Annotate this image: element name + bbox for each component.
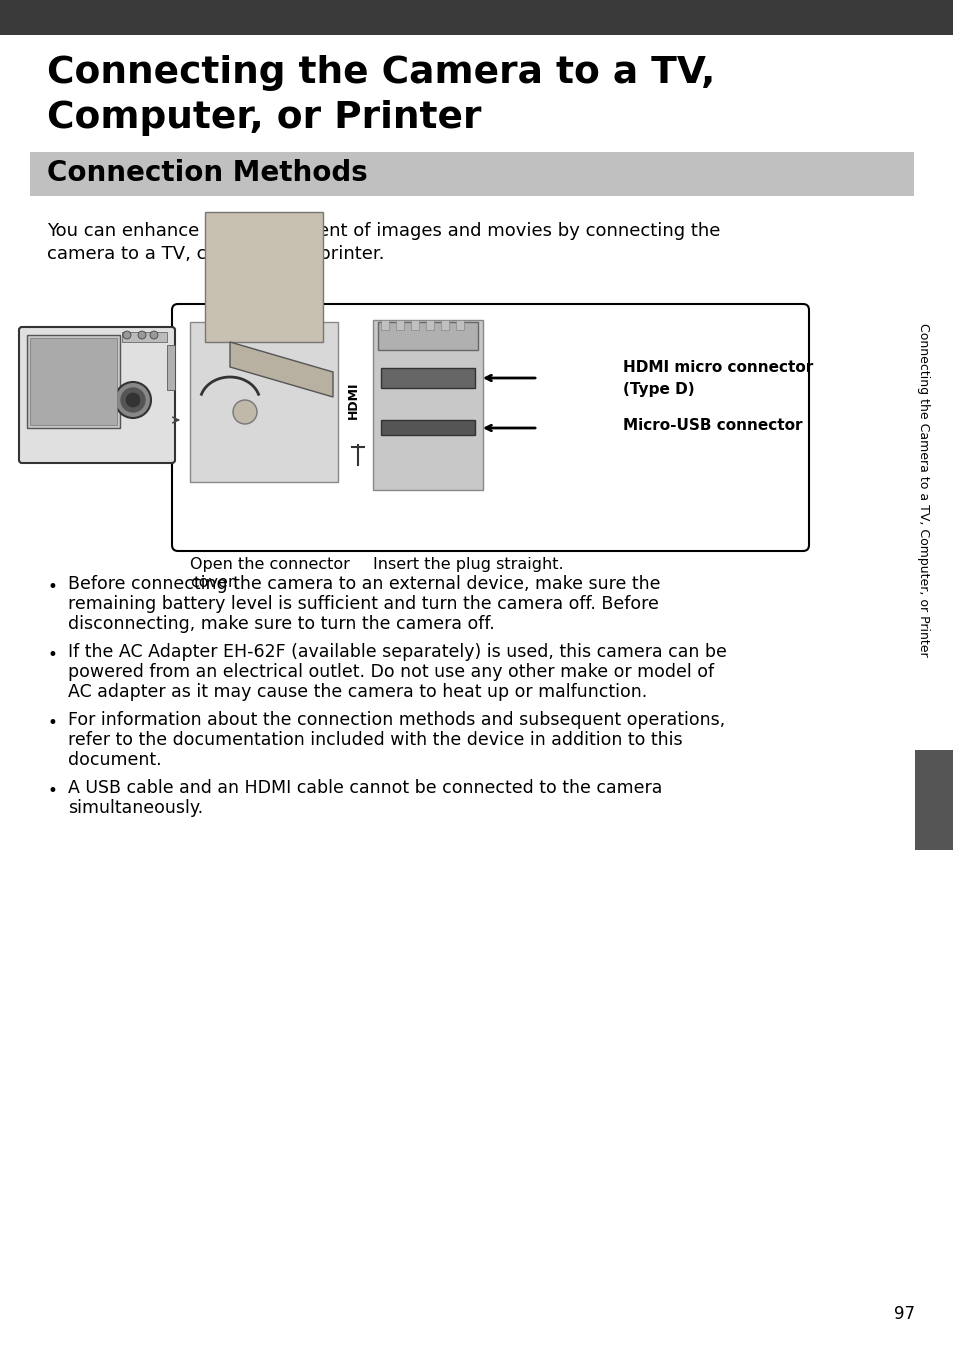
- Text: You can enhance your enjoyment of images and movies by connecting the: You can enhance your enjoyment of images…: [47, 222, 720, 239]
- Text: Connecting the Camera to a TV,: Connecting the Camera to a TV,: [47, 55, 715, 91]
- FancyBboxPatch shape: [19, 327, 174, 463]
- Bar: [395, 320, 403, 330]
- Bar: [380, 420, 475, 434]
- Text: Connecting the Camera to a TV, Computer, or Printer: Connecting the Camera to a TV, Computer,…: [917, 323, 929, 656]
- Text: powered from an electrical outlet. Do not use any other make or model of: powered from an electrical outlet. Do no…: [68, 663, 714, 681]
- Text: Open the connector: Open the connector: [190, 557, 350, 572]
- Bar: [914, 751, 953, 850]
- Text: camera to a TV, computer, or printer.: camera to a TV, computer, or printer.: [47, 245, 384, 264]
- FancyBboxPatch shape: [172, 304, 808, 551]
- Bar: [205, 213, 323, 342]
- Bar: [440, 320, 449, 330]
- Circle shape: [126, 393, 140, 408]
- Text: refer to the documentation included with the device in addition to this: refer to the documentation included with…: [68, 730, 682, 749]
- Circle shape: [138, 331, 146, 339]
- Text: •: •: [48, 781, 58, 800]
- Text: document.: document.: [68, 751, 161, 769]
- Text: •: •: [48, 578, 58, 596]
- Bar: [377, 321, 477, 350]
- Bar: [30, 338, 117, 425]
- Circle shape: [121, 387, 145, 412]
- Circle shape: [233, 399, 256, 424]
- Bar: [456, 320, 463, 330]
- Text: HDMI: HDMI: [346, 381, 359, 418]
- Text: AC adapter as it may cause the camera to heat up or malfunction.: AC adapter as it may cause the camera to…: [68, 683, 646, 701]
- Bar: [0, 0, 953, 35]
- Text: Connection Methods: Connection Methods: [47, 159, 367, 187]
- Bar: [167, 346, 174, 390]
- Polygon shape: [230, 342, 333, 397]
- Bar: [122, 332, 167, 342]
- Bar: [380, 320, 389, 330]
- Text: Micro-USB connector: Micro-USB connector: [622, 418, 801, 433]
- Text: disconnecting, make sure to turn the camera off.: disconnecting, make sure to turn the cam…: [68, 615, 495, 633]
- Circle shape: [150, 331, 158, 339]
- Bar: [373, 320, 482, 490]
- Text: 97: 97: [894, 1305, 915, 1323]
- Text: •: •: [48, 646, 58, 664]
- Text: cover.: cover.: [190, 576, 238, 590]
- Bar: [190, 321, 337, 482]
- Bar: [411, 320, 418, 330]
- Text: Insert the plug straight.: Insert the plug straight.: [373, 557, 563, 572]
- Text: If the AC Adapter EH-62F (available separately) is used, this camera can be: If the AC Adapter EH-62F (available sepa…: [68, 643, 726, 660]
- Bar: [829, 0, 953, 1345]
- Bar: [30, 152, 913, 196]
- Text: HDMI micro connector: HDMI micro connector: [622, 360, 812, 375]
- Text: A USB cable and an HDMI cable cannot be connected to the camera: A USB cable and an HDMI cable cannot be …: [68, 779, 661, 798]
- Bar: [27, 335, 120, 428]
- Text: (Type D): (Type D): [622, 382, 694, 397]
- Text: simultaneously.: simultaneously.: [68, 799, 203, 816]
- Circle shape: [115, 382, 151, 418]
- Text: •: •: [48, 714, 58, 732]
- Bar: [380, 369, 475, 387]
- Bar: [426, 320, 434, 330]
- Text: For information about the connection methods and subsequent operations,: For information about the connection met…: [68, 712, 724, 729]
- Text: remaining battery level is sufficient and turn the camera off. Before: remaining battery level is sufficient an…: [68, 594, 659, 613]
- Circle shape: [123, 331, 131, 339]
- Text: Computer, or Printer: Computer, or Printer: [47, 100, 481, 136]
- Text: Before connecting the camera to an external device, make sure the: Before connecting the camera to an exter…: [68, 576, 659, 593]
